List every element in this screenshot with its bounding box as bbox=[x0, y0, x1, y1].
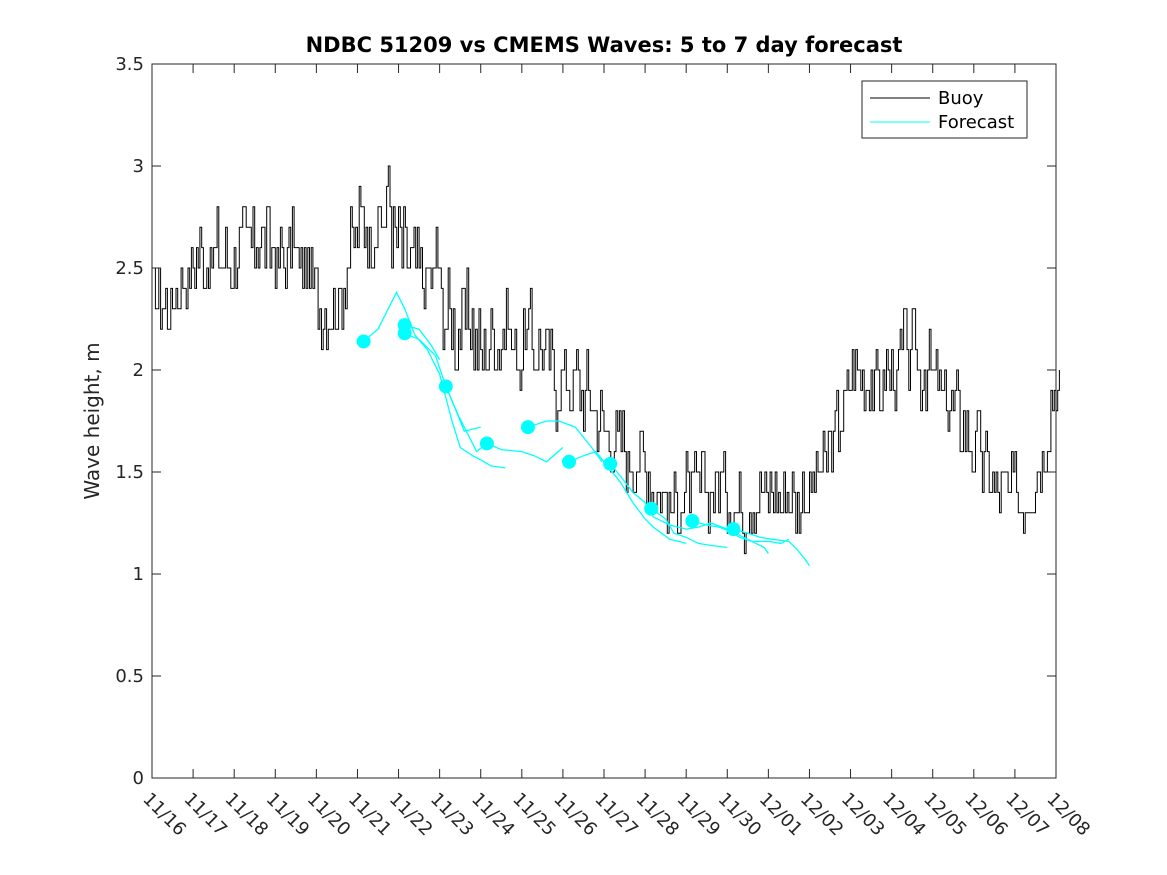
forecast-marker bbox=[479, 436, 494, 451]
y-tick-label: 3 bbox=[133, 156, 144, 177]
forecast-marker bbox=[726, 522, 741, 537]
forecast-line bbox=[527, 420, 603, 463]
forecast-marker bbox=[520, 420, 535, 435]
forecast-line bbox=[568, 450, 687, 545]
y-tick-label: 0 bbox=[133, 768, 144, 789]
y-axis-label: Wave height, m bbox=[80, 342, 104, 499]
y-tick-label: 2 bbox=[133, 360, 144, 381]
forecast-marker bbox=[397, 326, 412, 341]
y-tick-label: 3.5 bbox=[115, 54, 144, 75]
legend-forecast-label: Forecast bbox=[938, 112, 1014, 133]
buoy-series bbox=[152, 165, 1060, 555]
y-axis: 0 0.5 1 1.5 2 2.5 3 3.5 bbox=[115, 54, 1056, 789]
y-tick-label: 2.5 bbox=[115, 258, 144, 279]
forecast-marker bbox=[603, 456, 618, 471]
forecast-series bbox=[356, 291, 811, 567]
forecast-marker bbox=[685, 513, 700, 528]
legend-buoy-label: Buoy bbox=[938, 88, 984, 109]
forecast-line bbox=[733, 528, 811, 567]
forecast-marker bbox=[644, 501, 659, 516]
buoy-line bbox=[152, 165, 1060, 555]
forecast-marker bbox=[356, 334, 371, 349]
forecast-line bbox=[650, 508, 728, 549]
forecast-marker bbox=[438, 379, 453, 394]
forecast-line bbox=[445, 386, 564, 463]
legend: Buoy Forecast bbox=[861, 80, 1028, 139]
legend-box bbox=[861, 80, 1028, 139]
forecast-line bbox=[363, 291, 506, 469]
forecast-line bbox=[609, 463, 790, 545]
forecast-marker bbox=[562, 454, 577, 469]
y-tick-label: 1 bbox=[133, 564, 144, 585]
forecast-line bbox=[404, 324, 441, 361]
chart-title: NDBC 51209 vs CMEMS Waves: 5 to 7 day fo… bbox=[306, 33, 903, 57]
y-tick-label: 1.5 bbox=[115, 462, 144, 483]
y-tick-label: 0.5 bbox=[115, 666, 144, 687]
